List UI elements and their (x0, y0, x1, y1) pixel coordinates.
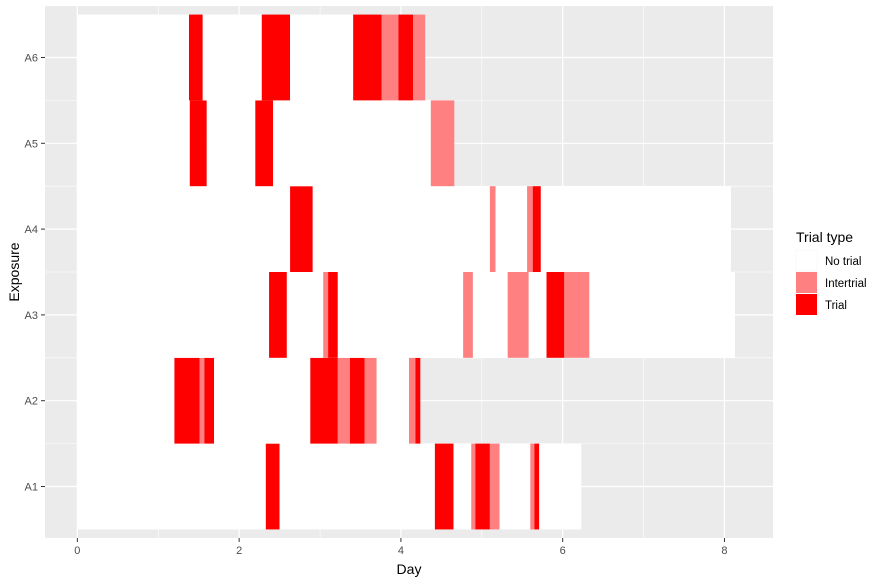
bar-segment-a3-trial (328, 272, 338, 358)
x-tick-label: 6 (560, 545, 566, 557)
bar-segment-a2-no-trial (214, 357, 311, 444)
bar-segment-a1-no-trial (453, 443, 472, 530)
bar-segment-a4-trial (290, 186, 313, 272)
y-axis: A1 A2 A3 A4 A5 A6 (25, 52, 45, 494)
bar-segment-a6-trial (398, 14, 414, 101)
bar-segment-a6-intertrial (381, 14, 399, 101)
bar-segment-a3-intertrial (463, 272, 473, 358)
legend-key-trial (796, 294, 817, 315)
bar-segment-a1-no-trial (499, 443, 531, 530)
x-tick-label: 0 (74, 545, 80, 557)
bar-segment-a4-no-trial (540, 186, 731, 272)
bar-segment-a6-intertrial (413, 14, 426, 101)
legend-label-no-trial: No trial (825, 256, 861, 268)
bar-segment-a3-no-trial (472, 272, 508, 358)
y-tick-label: A1 (25, 482, 38, 494)
bar-segment-a4-intertrial (527, 186, 533, 272)
bar-segment-a1-no-trial (279, 443, 435, 530)
bar-segment-a2-intertrial (364, 357, 377, 444)
bar-segment-a4-trial (532, 186, 541, 272)
bar-segment-a1-intertrial (530, 443, 535, 530)
bar-segment-a5-no-trial (206, 100, 256, 187)
bar-segment-a2-intertrial (409, 357, 416, 444)
y-tick-label: A3 (25, 310, 38, 322)
y-axis-title: Exposure (6, 242, 22, 301)
x-tick-label: 8 (721, 545, 727, 557)
bar-segment-a2-intertrial (337, 357, 350, 444)
x-axis: 0 2 4 6 8 (74, 538, 728, 557)
legend-key-intertrial (796, 272, 817, 293)
bar-segment-a4-intertrial (489, 186, 496, 272)
bar-segment-a2-trial (204, 357, 215, 444)
bar-segment-a6-no-trial (202, 14, 262, 101)
legend-title: Trial type (796, 229, 853, 245)
bar-segment-a1-intertrial (489, 443, 500, 530)
bar-segment-a4-no-trial (312, 186, 490, 272)
bar-segment-a2-intertrial (199, 357, 205, 444)
x-tick-label: 2 (236, 545, 242, 557)
y-tick-label: A5 (25, 138, 38, 150)
legend: Trial type No trial Intertrial Trial (795, 229, 867, 315)
bar-segment-a1-no-trial (77, 443, 266, 530)
legend-label-trial: Trial (825, 300, 847, 312)
bar-segment-a3-intertrial (507, 272, 529, 358)
bar-segment-a6-trial (353, 14, 382, 101)
bar-segment-a5-trial (189, 100, 207, 187)
x-tick-label: 4 (398, 545, 404, 557)
bar-segment-a2-no-trial (376, 357, 409, 444)
bar-segment-a2-trial (310, 357, 338, 444)
exposure-bars (77, 14, 735, 530)
legend-key-no-trial (795, 249, 818, 272)
bar-segment-a3-trial (546, 272, 565, 358)
bar-segment-a5-intertrial (430, 100, 455, 187)
bar-segment-a5-no-trial (273, 100, 431, 187)
bar-segment-a2-trial (415, 357, 421, 444)
bar-segment-a3-trial (269, 272, 287, 358)
bar-segment-a3-no-trial (337, 272, 464, 358)
bar-segment-a3-intertrial (323, 272, 329, 358)
bar-segment-a3-no-trial (589, 272, 735, 358)
y-tick-label: A2 (25, 396, 38, 408)
bar-segment-a1-trial (534, 443, 540, 530)
bar-segment-a5-no-trial (77, 100, 190, 187)
bar-segment-a3-no-trial (286, 272, 324, 358)
bar-segment-a2-trial (349, 357, 365, 444)
bar-segment-a6-trial (188, 14, 203, 101)
x-axis-title: Day (397, 561, 422, 577)
bar-segment-a6-no-trial (77, 14, 189, 101)
bar-segment-a1-no-trial (539, 443, 582, 530)
bar-segment-a6-trial (261, 14, 291, 101)
bar-segment-a1-intertrial (471, 443, 476, 530)
legend-label-intertrial: Intertrial (825, 278, 867, 290)
bar-segment-a3-intertrial (564, 272, 590, 358)
bar-segment-a2-no-trial (77, 357, 175, 444)
bar-segment-a6-no-trial (290, 14, 354, 101)
bar-segment-a4-no-trial (77, 186, 291, 272)
y-tick-label: A4 (25, 224, 38, 236)
bar-segment-a1-trial (265, 443, 280, 530)
bar-segment-a2-trial (174, 357, 200, 444)
y-tick-label: A6 (25, 52, 38, 64)
bar-segment-a4-no-trial (495, 186, 528, 272)
bar-segment-a1-trial (475, 443, 490, 530)
bar-segment-a3-no-trial (77, 272, 270, 358)
bar-segment-a3-no-trial (528, 272, 547, 358)
bar-segment-a5-trial (255, 100, 274, 187)
bar-segment-a1-trial (434, 443, 454, 530)
